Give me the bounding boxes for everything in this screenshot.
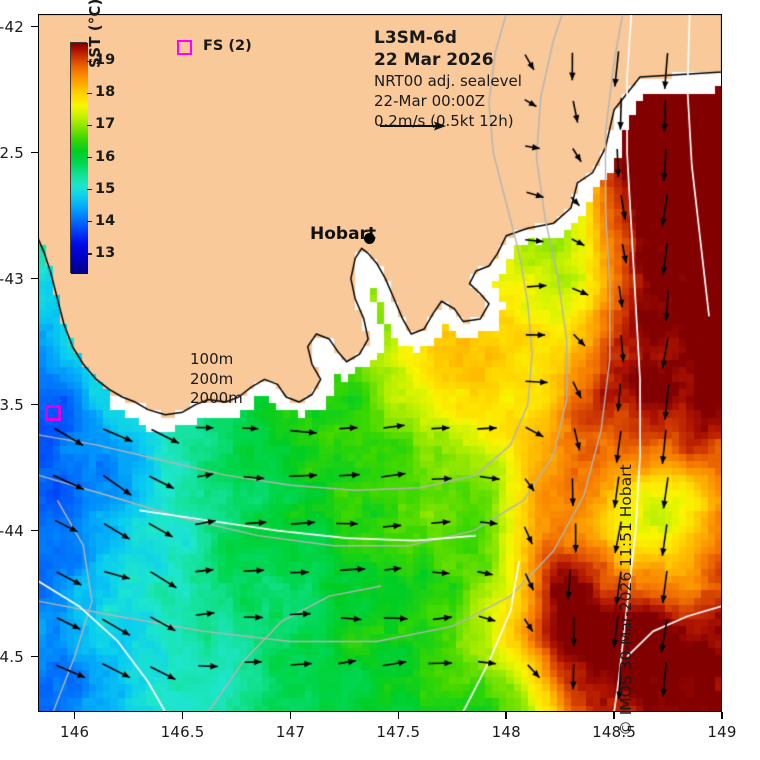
hobart-label: Hobart [310,224,377,244]
y-tick-label: -42 [0,17,24,36]
y-tick [31,277,38,280]
x-tick [721,712,723,719]
depth-label-200m: 200m [190,369,234,388]
x-tick [289,712,292,719]
colorbar-tick [87,60,92,62]
colorbar-tick-label: 15 [95,180,116,197]
y-tick [31,151,38,154]
colorbar-tick-label: 17 [95,116,116,133]
x-tick-label: 146.5 [160,723,205,741]
colorbar-tick-label: 14 [95,212,116,229]
x-tick-label: 149 [707,723,737,741]
depth-label-100m: 100m [190,350,234,368]
colorbar-tick [87,156,92,159]
product-code: L3SM-6d [374,28,457,48]
reference-vector-arrow [380,121,446,131]
colorbar-gradient [71,43,88,274]
y-tick-label: -43 [0,269,24,288]
y-tick [31,25,38,28]
colorbar-tick [87,92,92,95]
x-tick-label: 147 [275,723,306,741]
depth-contour-labels: 100m 200m 2000m [190,350,243,409]
product-line1: NRT00 adj. sealevel [374,72,522,90]
colorbar-title: SST (°C) 6d ngt-only comp QL>=3 [86,0,322,68]
depth-label-2000m: 2000m [190,389,243,407]
x-tick-label: 148.5 [592,723,637,741]
map-plot-area[interactable] [38,14,722,712]
y-tick-label: -44 [0,521,24,540]
x-tick-label: 146 [60,723,90,741]
fs-legend-swatch [177,40,192,55]
x-tick [397,712,400,719]
x-tick-label: 147.5 [376,723,421,741]
y-tick-label: -43.5 [0,395,24,414]
colorbar-tick-label: 19 [95,52,116,69]
product-date: 22 Mar 2026 [374,50,494,70]
x-tick [613,712,615,719]
y-tick-label: -44.5 [0,647,24,666]
colorbar-tick [87,253,92,255]
x-tick-label: 148 [491,723,521,741]
x-tick [181,712,184,719]
y-tick [31,529,38,532]
colorbar-tick [87,188,92,191]
title-block: L3SM-6d 22 Mar 2026 NRT00 adj. sealevel … [374,28,522,131]
y-tick-label: -42.5 [0,143,24,162]
current-vectors-layer [38,14,722,712]
colorbar-tick-label: 13 [95,244,116,261]
colorbar [70,42,88,274]
colorbar-tick-label: 16 [95,148,116,165]
fs-station-marker[interactable] [45,405,61,421]
fs-legend-label: FS (2) [203,38,252,54]
x-tick [73,712,76,719]
credit-text: © IMOS 30-Mar-2026 11:51 Hobart [617,464,635,736]
y-tick [31,403,38,406]
colorbar-tick [87,124,92,127]
colorbar-tick [87,220,92,223]
x-tick [505,712,507,719]
hobart-marker [364,233,375,244]
product-line2: 22-Mar 00:00Z [374,92,486,110]
y-tick [31,655,38,658]
colorbar-tick-label: 18 [95,84,116,101]
